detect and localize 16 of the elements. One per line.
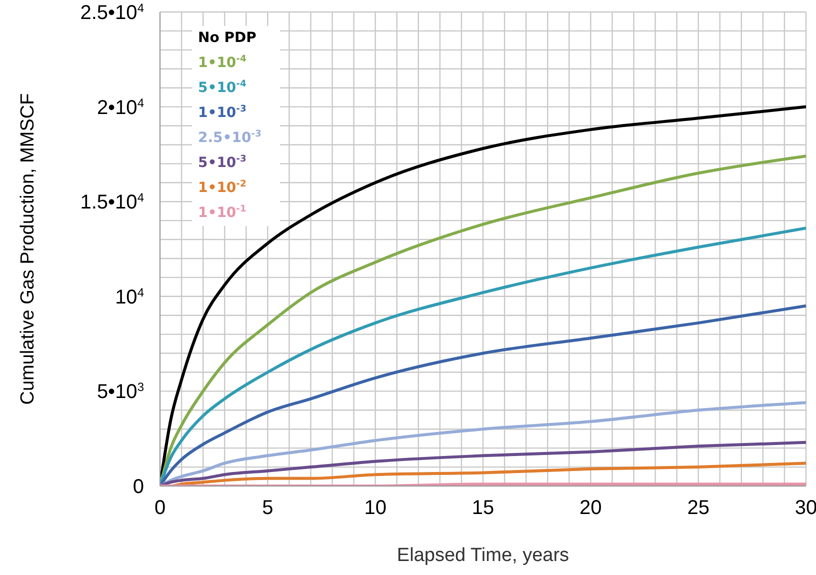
y-axis-title: Cumulative Gas Production, MMSCF: [18, 93, 39, 405]
x-tick-label: 0: [154, 497, 166, 519]
y-tick-label: 10$^{4}$: [115, 285, 144, 308]
legend-box: No PDP 1•10$^{-4}$ 5•10$^{-4}$ 1•10$^{-3}$ 2.5•10$^{-3}$ 5•10$^{-3}$ 1•10$^{-2}$ 1•10$^{-1}$: [192, 26, 280, 226]
y-tick-label: 5•10$^{3}$: [96, 380, 144, 404]
y-tick-label: 1.5•10$^{4}$: [80, 190, 144, 214]
x-tick-label: 10: [364, 497, 386, 519]
x-axis-title: Elapsed Time, years: [396, 545, 570, 566]
x-tick-label: 20: [580, 497, 602, 519]
x-tick-label: 30: [794, 497, 816, 519]
y-tick-label: 2.5•10$^{4}$: [80, 1, 144, 24]
y-tick-label: 2•10$^{4}$: [96, 96, 144, 119]
y-tick-label: 0: [132, 476, 144, 498]
x-tick-label: 5: [262, 497, 274, 519]
x-tick-label: 25: [687, 497, 710, 519]
x-tick-label: 15: [472, 497, 494, 519]
